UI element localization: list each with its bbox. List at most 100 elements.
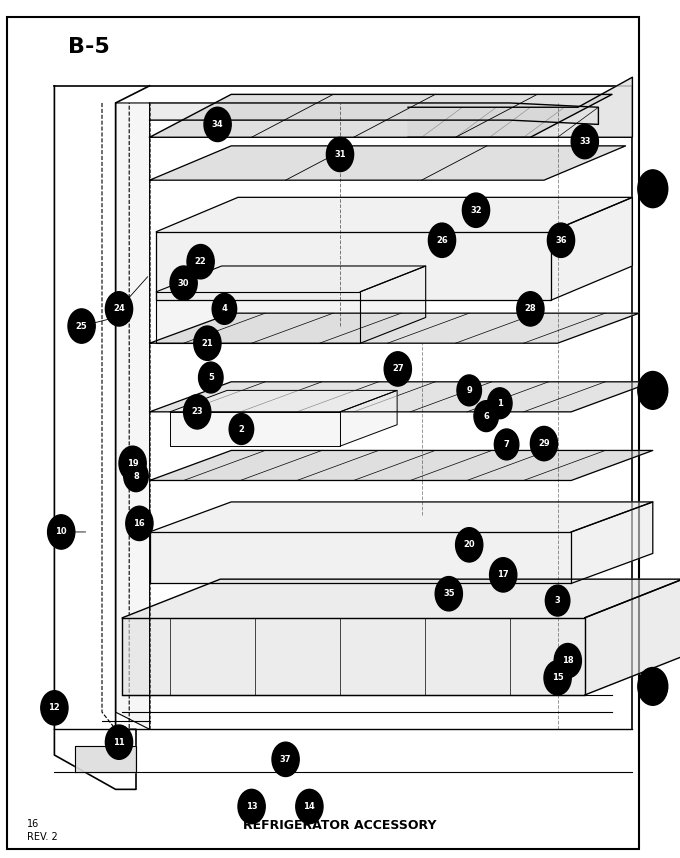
- Text: 28: 28: [524, 305, 537, 313]
- Polygon shape: [150, 382, 653, 412]
- Circle shape: [638, 170, 668, 208]
- Text: 3: 3: [555, 596, 560, 605]
- Circle shape: [488, 388, 512, 419]
- Circle shape: [490, 558, 517, 592]
- Text: REV. 2: REV. 2: [27, 831, 58, 842]
- Polygon shape: [122, 579, 680, 618]
- Circle shape: [48, 515, 75, 549]
- Circle shape: [170, 266, 197, 300]
- Text: 1: 1: [497, 399, 503, 408]
- Text: 27: 27: [392, 365, 404, 373]
- Circle shape: [457, 375, 481, 406]
- Circle shape: [384, 352, 411, 386]
- Text: 18: 18: [562, 656, 574, 665]
- Text: 37: 37: [280, 755, 291, 764]
- Polygon shape: [585, 579, 680, 695]
- Text: 20: 20: [463, 541, 475, 549]
- Text: REFRIGERATOR ACCESSORY: REFRIGERATOR ACCESSORY: [243, 819, 437, 832]
- Polygon shape: [340, 390, 397, 446]
- Circle shape: [474, 401, 498, 432]
- Circle shape: [105, 292, 133, 326]
- Circle shape: [119, 446, 146, 480]
- Text: 26: 26: [436, 236, 448, 245]
- Circle shape: [530, 426, 558, 461]
- Text: 15: 15: [551, 674, 564, 682]
- Circle shape: [638, 668, 668, 705]
- Text: 4: 4: [222, 305, 227, 313]
- Text: 17: 17: [497, 571, 509, 579]
- Circle shape: [194, 326, 221, 360]
- Text: 6: 6: [483, 412, 489, 420]
- Circle shape: [571, 124, 598, 159]
- Text: 9: 9: [466, 386, 472, 395]
- Polygon shape: [150, 532, 571, 583]
- Circle shape: [462, 193, 490, 227]
- Circle shape: [494, 429, 519, 460]
- Text: 10: 10: [55, 528, 67, 536]
- Text: 14: 14: [303, 802, 316, 811]
- Circle shape: [544, 661, 571, 695]
- Polygon shape: [116, 103, 150, 729]
- Text: 34: 34: [211, 120, 224, 129]
- Circle shape: [554, 644, 581, 678]
- Circle shape: [326, 137, 354, 172]
- Text: 36: 36: [555, 236, 567, 245]
- Polygon shape: [150, 313, 639, 343]
- Text: 30: 30: [178, 279, 189, 287]
- Circle shape: [68, 309, 95, 343]
- Polygon shape: [150, 146, 626, 180]
- Text: 24: 24: [113, 305, 125, 313]
- Circle shape: [199, 362, 223, 393]
- Text: 35: 35: [443, 589, 455, 598]
- Circle shape: [517, 292, 544, 326]
- Text: 29: 29: [538, 439, 550, 448]
- Polygon shape: [156, 292, 360, 343]
- Text: 7: 7: [504, 440, 509, 449]
- Circle shape: [296, 789, 323, 824]
- Circle shape: [272, 742, 299, 776]
- Circle shape: [105, 725, 133, 759]
- Text: 21: 21: [201, 339, 214, 347]
- Text: 31: 31: [334, 150, 346, 159]
- Text: B-5: B-5: [68, 37, 109, 57]
- Circle shape: [184, 395, 211, 429]
- Polygon shape: [122, 618, 585, 695]
- Circle shape: [41, 691, 68, 725]
- Circle shape: [435, 577, 462, 611]
- Circle shape: [456, 528, 483, 562]
- Text: 5: 5: [208, 373, 214, 382]
- Polygon shape: [408, 77, 632, 137]
- Text: 32: 32: [470, 206, 482, 214]
- Circle shape: [229, 414, 254, 444]
- Text: 13: 13: [245, 802, 258, 811]
- Text: 19: 19: [126, 459, 139, 468]
- Polygon shape: [156, 197, 632, 232]
- Polygon shape: [150, 103, 598, 124]
- Circle shape: [428, 223, 456, 257]
- Text: 2: 2: [239, 425, 244, 433]
- Polygon shape: [156, 232, 551, 300]
- Circle shape: [204, 107, 231, 142]
- Circle shape: [212, 293, 237, 324]
- Text: 33: 33: [579, 137, 590, 146]
- Polygon shape: [75, 746, 136, 772]
- Text: 23: 23: [191, 408, 203, 416]
- Text: 12: 12: [48, 704, 61, 712]
- Circle shape: [638, 372, 668, 409]
- Polygon shape: [551, 197, 632, 300]
- Text: 22: 22: [194, 257, 207, 266]
- Circle shape: [126, 506, 153, 541]
- Polygon shape: [150, 450, 653, 480]
- Text: 16: 16: [133, 519, 146, 528]
- Circle shape: [545, 585, 570, 616]
- Polygon shape: [150, 502, 653, 532]
- Text: 8: 8: [133, 472, 139, 480]
- Circle shape: [238, 789, 265, 824]
- Polygon shape: [170, 412, 340, 446]
- Polygon shape: [150, 94, 612, 137]
- Polygon shape: [156, 266, 426, 292]
- Text: 11: 11: [113, 738, 125, 746]
- Text: 16: 16: [27, 819, 39, 829]
- Circle shape: [187, 245, 214, 279]
- Circle shape: [547, 223, 575, 257]
